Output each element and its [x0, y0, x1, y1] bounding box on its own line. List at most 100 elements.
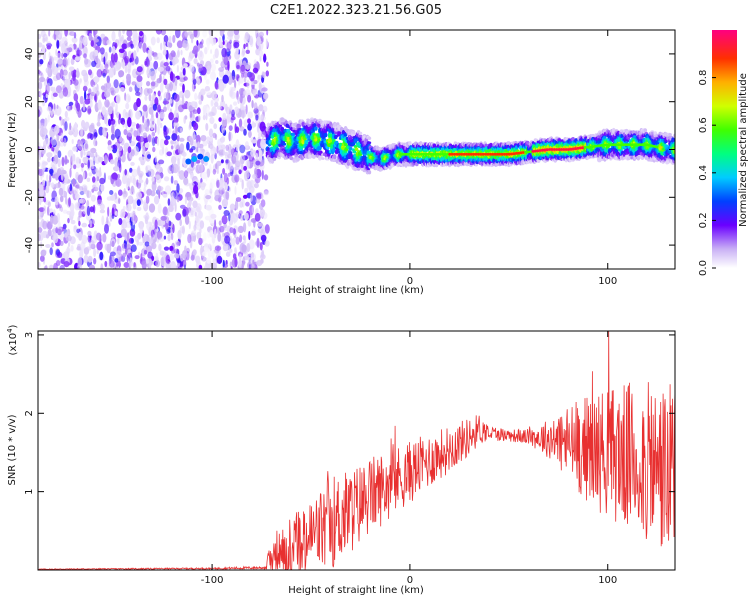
spectrogram-noise-cell [205, 90, 212, 95]
spectrogram-noise-cell [56, 39, 60, 49]
spectrogram-noise-cell [222, 168, 226, 175]
spectrogram-noise-cell [84, 90, 87, 101]
spectrogram-noise-cell [104, 260, 108, 268]
spectrogram-noise-cell [250, 253, 257, 261]
spectrogram-noise-cell [148, 203, 156, 213]
spectrogram-noise-cell [130, 161, 135, 166]
spectrogram-noise-cell [45, 244, 51, 248]
spectrogram-noise-cell [59, 68, 64, 80]
spectrogram-noise-cell [189, 135, 193, 141]
spectrogram-noise-cell [38, 150, 42, 161]
spectrogram-noise-cell [190, 210, 194, 216]
spectrogram-noise-cell [87, 255, 93, 263]
spectrogram-noise-cell [60, 172, 64, 181]
spectrogram-noise-cell [175, 212, 182, 221]
spectrogram-noise-cell [117, 266, 120, 269]
spectrogram-signal-cell [348, 146, 353, 151]
spectrogram-noise-cell [235, 211, 240, 218]
spectrogram-noise-cell [249, 72, 256, 82]
spectrogram-noise-cell [251, 139, 258, 144]
spectrogram-noise-cell [93, 87, 96, 95]
spectrogram-signal-cell [308, 154, 312, 159]
spectrogram-noise-cell [84, 98, 91, 105]
spectrogram-noise-cell [98, 126, 104, 136]
spectrogram-noise-cell [59, 116, 62, 121]
spectrogram-noise-cell [38, 262, 41, 268]
spectrogram-noise-cell [135, 110, 141, 120]
spectrogram-noise-cell [190, 254, 195, 261]
spectrogram-noise-cell [55, 172, 59, 181]
spectrogram-noise-cell [259, 241, 263, 251]
spectrogram-noise-cell [243, 77, 246, 83]
spectrogram-noise-cell [103, 172, 106, 183]
spectrogram-noise-cell [239, 177, 243, 183]
spectrogram-noise-cell [88, 69, 92, 76]
spectrogram-noise-cell [176, 40, 183, 49]
spectrogram-noise-cell [240, 108, 247, 118]
spectrogram-noise-cell [215, 60, 219, 64]
spectrogram-noise-cell [253, 79, 258, 85]
spectrogram-noise-cell [64, 121, 68, 131]
spectrogram-noise-cell [203, 246, 207, 254]
spectrogram-noise-cell [60, 132, 64, 141]
spectrogram-noise-cell [218, 80, 224, 88]
spectrogram-noise-cell [179, 143, 185, 151]
spectrogram-noise-cell [147, 134, 152, 143]
spectrogram-noise-cell [234, 106, 239, 114]
spectrogram-noise-cell [62, 53, 68, 58]
spectrogram-noise-cell [159, 237, 165, 242]
spectrogram-noise-cell [193, 58, 198, 65]
spectrogram-noise-cell [99, 177, 105, 185]
spectrogram-noise-cell [64, 30, 68, 37]
spectrogram-noise-cell [166, 228, 171, 234]
spectrogram-noise-cell [82, 36, 88, 46]
spectrogram-noise-cell [57, 251, 63, 258]
spectrogram-noise-cell [179, 219, 182, 227]
spectrogram-signal-cell [334, 134, 339, 138]
spectrogram-noise-cell [42, 163, 46, 172]
spectrogram-noise-cell [168, 35, 172, 43]
spectrogram-noise-cell [179, 71, 182, 79]
spectrogram-noise-cell [214, 48, 219, 59]
spectrogram-noise-cell [45, 93, 48, 99]
spectrogram-noise-cell [119, 87, 125, 92]
spectrogram-noise-cell [146, 188, 153, 196]
spectrogram-noise-cell [41, 148, 46, 154]
spectrogram-noise-cell [83, 254, 89, 264]
spectrogram-noise-cell [123, 262, 130, 268]
spectrogram-noise-cell [237, 225, 244, 234]
spectrogram-noise-cell [114, 258, 119, 263]
spectrogram-noise-cell [159, 122, 163, 129]
spectrogram-noise-cell [46, 45, 51, 50]
spectrogram-noise-cell [102, 72, 106, 78]
spectrogram-noise-cell [157, 90, 161, 97]
spectrogram-noise-cell [251, 100, 254, 109]
spectrogram-signal-cell [291, 132, 296, 137]
spectrogram-noise-cell [42, 167, 45, 178]
spectrogram-noise-cell [227, 35, 233, 40]
spectrogram-noise-cell [142, 112, 147, 117]
spectrogram-noise-cell [130, 244, 137, 252]
spectrogram-noise-cell [78, 186, 84, 191]
spectrogram-noise-cell [160, 215, 167, 221]
spectrogram-signal-cell [344, 148, 349, 152]
spectrogram-noise-cell [198, 264, 203, 269]
spectrogram-noise-cell [131, 149, 135, 157]
spectrogram-signal-cell [408, 141, 412, 146]
spectrogram-noise-cell [52, 209, 56, 216]
spectrogram-noise-cell [200, 88, 206, 96]
spectrogram-noise-cell [73, 164, 77, 170]
spectrogram-noise-cell [72, 72, 76, 82]
spectrogram-noise-cell [94, 168, 99, 173]
spectrogram-signal-cell [356, 168, 361, 171]
spectrogram-noise-cell [83, 53, 87, 59]
spectrogram-noise-cell [213, 123, 218, 130]
spectrogram-noise-cell [163, 235, 167, 240]
spectrogram-noise-cell [116, 149, 121, 158]
spectrogram-noise-cell [247, 111, 253, 119]
spectrogram-noise-cell [207, 249, 213, 258]
spectrogram-noise-cell [203, 264, 210, 269]
spectrogram-noise-cell [69, 31, 76, 37]
spectrogram-noise-cell [103, 83, 108, 93]
spectrogram-noise-cell [255, 198, 261, 204]
